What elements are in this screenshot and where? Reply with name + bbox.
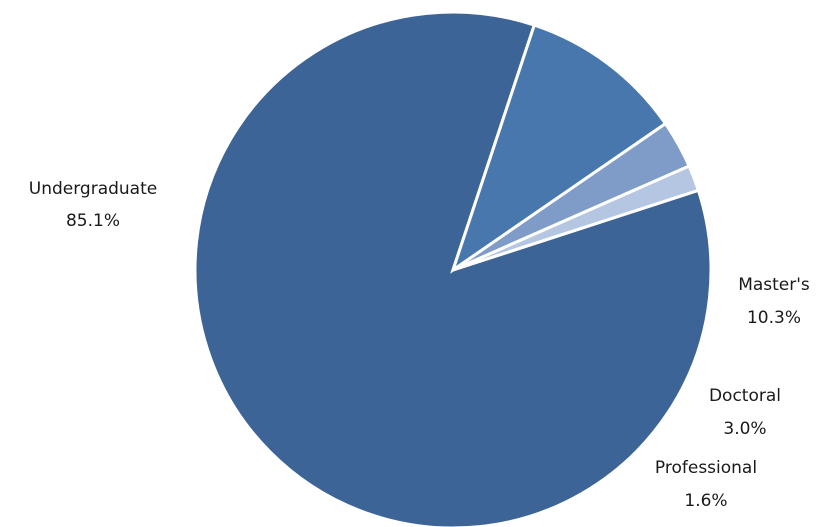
slice-value-doctoral: 3.0% <box>723 419 766 439</box>
slice-label-doctoral: Doctoral <box>709 386 781 406</box>
slice-value-masters: 10.3% <box>747 308 801 328</box>
slice-value-undergraduate: 85.1% <box>66 211 120 231</box>
pie-slices <box>193 10 713 527</box>
slice-label-undergraduate: Undergraduate <box>29 179 157 199</box>
pie-labels: Undergraduate 85.1% Master's 10.3% Docto… <box>29 179 810 511</box>
pie-slice-professional <box>452 164 701 272</box>
slice-label-masters: Master's <box>738 275 810 295</box>
slice-value-professional: 1.6% <box>684 491 727 511</box>
pie-slice-master-s <box>450 23 668 274</box>
slice-label-professional: Professional <box>655 458 757 478</box>
